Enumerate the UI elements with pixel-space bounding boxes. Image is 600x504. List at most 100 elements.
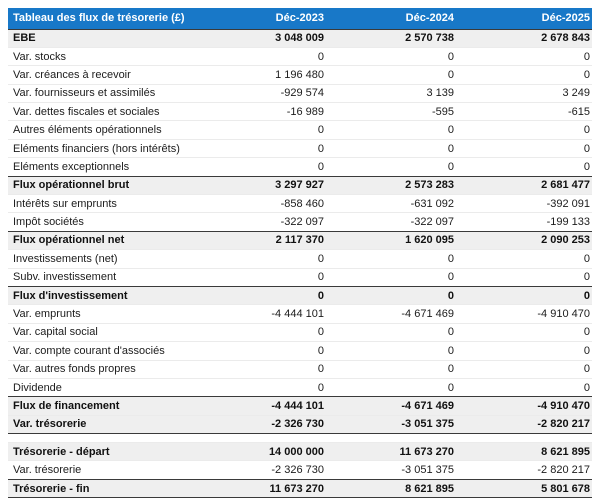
cell-value-dec-2024: -4 671 469 xyxy=(401,400,454,412)
cell-value-dec-2023: 0 xyxy=(317,289,324,302)
cell-value-dec-2024: -4 671 469 xyxy=(401,308,454,321)
cell-value-dec-2025: 2 090 253 xyxy=(541,234,590,247)
table-row: Investissements (net) 0 0 0 xyxy=(8,249,592,268)
cell-value-dec-2024: 0 xyxy=(447,289,454,302)
cell-value-dec-2023: -2 326 730 xyxy=(271,418,324,431)
cell-value-dec-2025: 2 681 477 xyxy=(541,179,590,192)
cell-value-dec-2024: 0 xyxy=(447,381,454,394)
cell-value-dec-2025: 0 xyxy=(583,363,590,376)
cell-value-dec-2023: 3 048 009 xyxy=(275,32,324,45)
cell-value-dec-2023: -4 444 101 xyxy=(271,308,324,321)
cell-value-dec-2023: -322 097 xyxy=(280,216,324,229)
cell-value-dec-2023: 0 xyxy=(317,363,324,376)
row-label: Flux d'investissement xyxy=(13,289,128,302)
cell-value-dec-2025: -2 820 217 xyxy=(537,464,590,477)
cell-value-dec-2025: 0 xyxy=(583,68,590,81)
cell-value-dec-2024: -595 xyxy=(431,105,454,118)
table-row: Flux de financement -4 444 101 -4 671 46… xyxy=(8,396,592,416)
spacer-row xyxy=(8,433,592,443)
column-header-dec-2025: Déc-2025 xyxy=(456,8,592,30)
table-body: EBE 3 048 009 2 570 738 2 678 843 Var. s… xyxy=(8,29,592,498)
cell-value-dec-2025 xyxy=(456,434,592,443)
cell-value-dec-2023: 0 xyxy=(317,50,324,63)
row-label: Var. stocks xyxy=(13,50,66,63)
table-row: Var. autres fonds propres 0 0 0 xyxy=(8,360,592,378)
cell-value-dec-2024: 0 xyxy=(447,142,454,155)
table-row: Dividende 0 0 0 xyxy=(8,378,592,396)
row-label: Var. trésorerie xyxy=(13,464,82,477)
row-label: Eléments financiers (hors intérêts) xyxy=(13,142,180,155)
cell-value-dec-2025: 0 xyxy=(583,142,590,155)
cash-flow-table-container: Tableau des flux de trésorerie (£) Déc-2… xyxy=(8,8,592,498)
table-row: Var. capital social 0 0 0 xyxy=(8,323,592,341)
row-label: Dividende xyxy=(13,381,62,394)
cell-value-dec-2024: 0 xyxy=(447,160,454,173)
cell-value-dec-2024: 8 621 895 xyxy=(405,482,454,495)
cell-value-dec-2024: 0 xyxy=(447,68,454,81)
row-label: Var. trésorerie xyxy=(13,418,87,431)
cell-value-dec-2023 xyxy=(198,434,326,443)
table-row: Eléments financiers (hors intérêts) 0 0 … xyxy=(8,139,592,157)
cell-value-dec-2025: 0 xyxy=(583,252,590,265)
row-label: Var. compte courant d'associés xyxy=(13,344,165,357)
cell-value-dec-2025: -4 910 470 xyxy=(537,400,590,412)
table-row: Trésorerie - départ 14 000 000 11 673 27… xyxy=(8,442,592,461)
table-row: Intérêts sur emprunts -858 460 -631 092 … xyxy=(8,194,592,213)
cell-value-dec-2023: 11 673 270 xyxy=(269,482,324,495)
row-label: Var. capital social xyxy=(13,326,98,339)
table-header: Tableau des flux de trésorerie (£) Déc-2… xyxy=(8,8,592,30)
cell-value-dec-2025: 0 xyxy=(583,289,590,302)
row-label: Var. créances à recevoir xyxy=(13,68,131,81)
table-row: Flux opérationnel net 2 117 370 1 620 09… xyxy=(8,231,592,250)
cell-value-dec-2023: 0 xyxy=(317,344,324,357)
cell-value-dec-2023: 0 xyxy=(317,160,324,173)
cell-value-dec-2023: 14 000 000 xyxy=(268,445,324,458)
cell-value-dec-2025: 5 801 678 xyxy=(541,482,590,495)
row-label: Trésorerie - départ xyxy=(13,445,110,458)
cell-value-dec-2025: 0 xyxy=(583,344,590,357)
cell-value-dec-2024: 0 xyxy=(447,363,454,376)
row-label xyxy=(8,434,198,443)
cell-value-dec-2023: 0 xyxy=(317,271,324,284)
cell-value-dec-2024 xyxy=(326,434,456,443)
cell-value-dec-2024: -631 092 xyxy=(410,197,454,210)
table-row: EBE 3 048 009 2 570 738 2 678 843 xyxy=(8,29,592,48)
cell-value-dec-2024: 11 673 270 xyxy=(399,445,454,458)
cell-value-dec-2023: -16 989 xyxy=(286,105,324,118)
cell-value-dec-2024: 0 xyxy=(447,344,454,357)
table-row: Var. compte courant d'associés 0 0 0 xyxy=(8,341,592,360)
cell-value-dec-2025: 8 621 895 xyxy=(541,445,590,458)
cell-value-dec-2025: 0 xyxy=(583,124,590,137)
cell-value-dec-2023: -858 460 xyxy=(280,197,324,210)
cell-value-dec-2025: -2 820 217 xyxy=(537,418,590,431)
cell-value-dec-2025: -199 133 xyxy=(546,216,590,229)
cell-value-dec-2023: 3 297 927 xyxy=(275,179,324,192)
row-label: EBE xyxy=(13,32,36,45)
table-row: Var. dettes fiscales et sociales -16 989… xyxy=(8,102,592,121)
cell-value-dec-2024: -322 097 xyxy=(410,216,454,229)
cell-value-dec-2025: 2 678 843 xyxy=(541,32,590,45)
table-row: Var. trésorerie -2 326 730 -3 051 375 -2… xyxy=(8,460,592,479)
row-label: Flux opérationnel net xyxy=(13,234,125,247)
cell-value-dec-2024: 0 xyxy=(447,326,454,339)
row-label: Var. fournisseurs et assimilés xyxy=(13,87,156,100)
cell-value-dec-2023: 2 117 370 xyxy=(275,234,324,247)
cell-value-dec-2025: 0 xyxy=(583,50,590,63)
cell-value-dec-2024: 0 xyxy=(447,124,454,137)
cell-value-dec-2023: 0 xyxy=(317,252,324,265)
cell-value-dec-2024: 2 570 738 xyxy=(405,32,454,45)
cell-value-dec-2024: 2 573 283 xyxy=(405,179,454,192)
table-row: Var. créances à recevoir 1 196 480 0 0 xyxy=(8,65,592,84)
row-label: Trésorerie - fin xyxy=(13,482,90,495)
table-row: Var. stocks 0 0 0 xyxy=(8,47,592,65)
cash-flow-table: Tableau des flux de trésorerie (£) Déc-2… xyxy=(8,8,592,498)
cell-value-dec-2023: -929 574 xyxy=(280,87,324,100)
table-row: Flux d'investissement 0 0 0 xyxy=(8,286,592,305)
cell-value-dec-2024: -3 051 375 xyxy=(401,464,454,477)
cell-value-dec-2024: 1 620 095 xyxy=(405,234,454,247)
row-label: Var. emprunts xyxy=(13,308,81,321)
cell-value-dec-2023: 0 xyxy=(317,142,324,155)
row-label: Eléments exceptionnels xyxy=(13,160,130,173)
table-row: Subv. investissement 0 0 0 xyxy=(8,268,592,286)
cell-value-dec-2025: 3 249 xyxy=(562,87,590,100)
